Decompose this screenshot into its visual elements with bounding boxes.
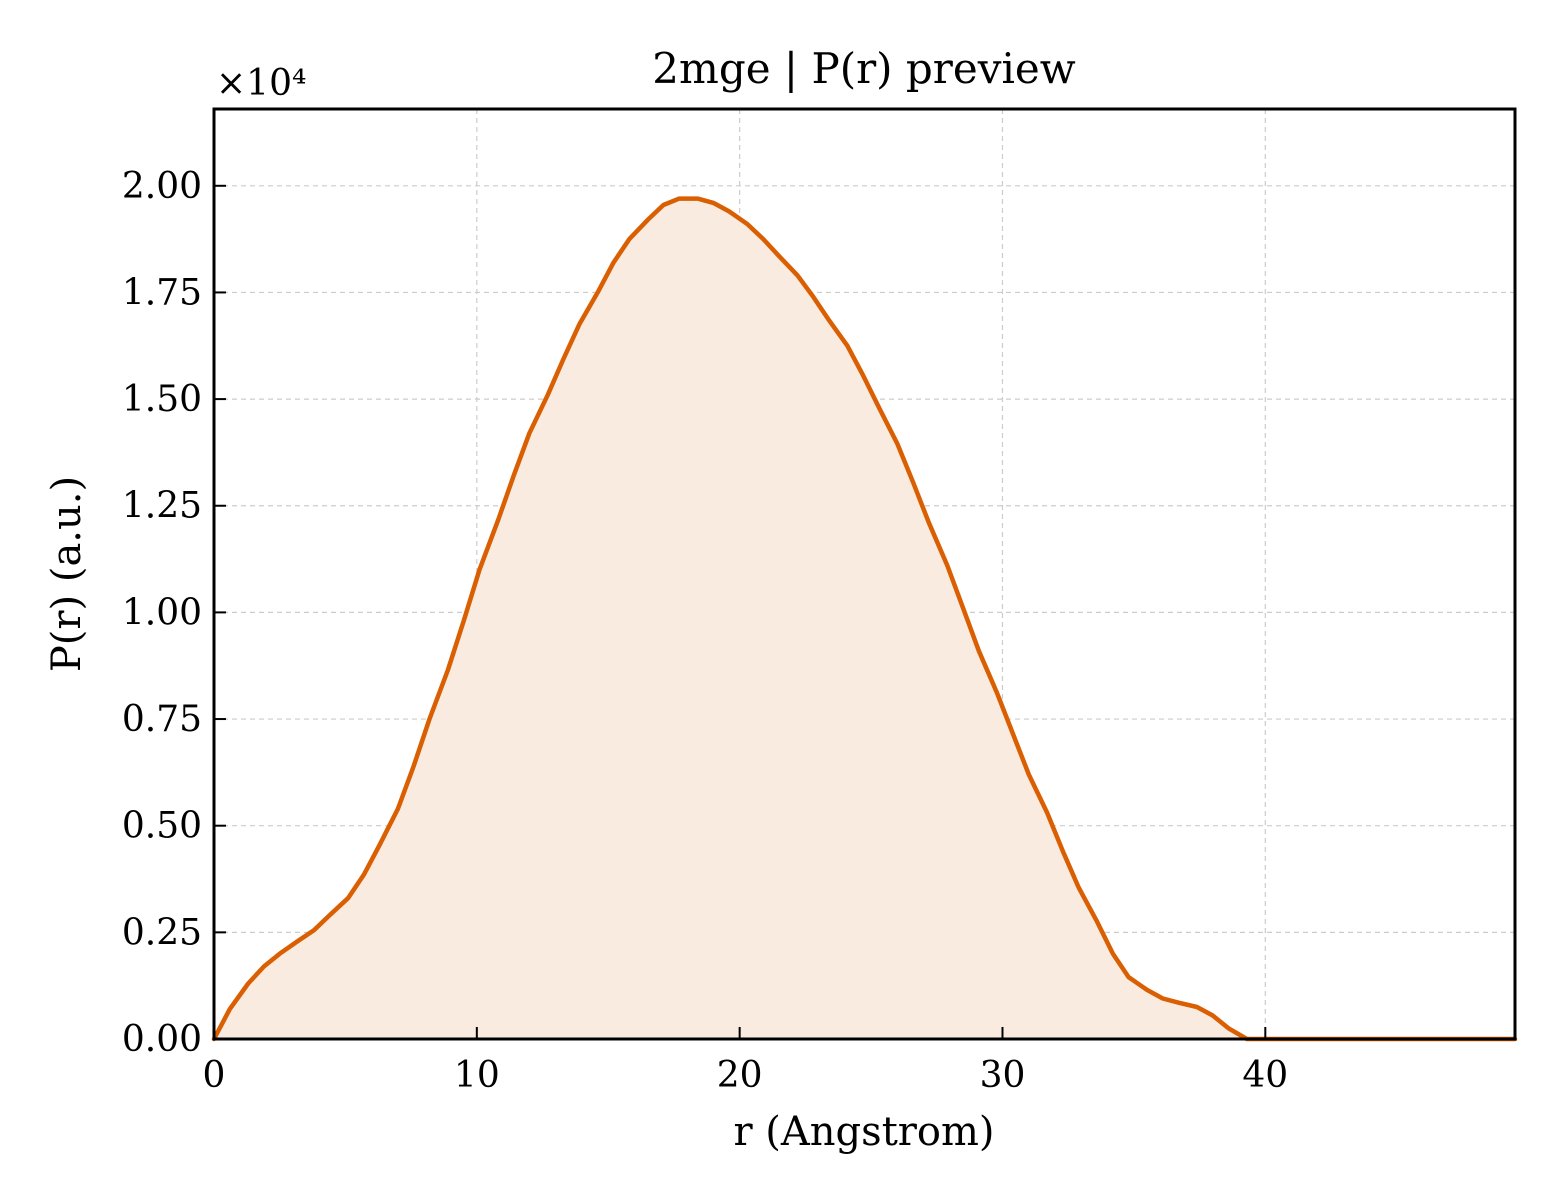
plot-frame	[212, 107, 1517, 1041]
y-tick-label: 1.25	[122, 486, 202, 527]
y-tick-label: 0.50	[122, 806, 202, 847]
y-axis-ticks: 0.00 0.25 0.50 0.75 1.00 1.25 1.50 1.75 2.00	[122, 166, 226, 1060]
x-tick-label: 10	[454, 1055, 500, 1096]
x-tick-label: 20	[717, 1055, 763, 1096]
x-axis-title: r (Angstrom)	[733, 1109, 994, 1155]
area-fill	[214, 198, 1515, 1040]
y-tick-label: 2.00	[122, 166, 202, 207]
y-tick-label: 1.75	[122, 272, 202, 313]
chart-title: 2mge | P(r) preview	[652, 44, 1075, 93]
y-tick-label: 0.25	[122, 912, 202, 953]
x-axis-ticks: 0 10 20 30 40	[203, 1027, 1288, 1096]
y-tick-label: 0.75	[122, 699, 202, 740]
x-tick-label: 30	[980, 1055, 1026, 1096]
y-tick-label: 1.00	[122, 592, 202, 633]
y-axis-title: P(r) (a.u.)	[44, 476, 90, 672]
y-tick-label: 1.50	[122, 379, 202, 420]
x-tick-label: 0	[203, 1055, 226, 1096]
y-tick-label: 0.00	[122, 1019, 202, 1060]
x-tick-label: 40	[1242, 1055, 1288, 1096]
y-multiplier: ×10⁴	[216, 63, 306, 104]
